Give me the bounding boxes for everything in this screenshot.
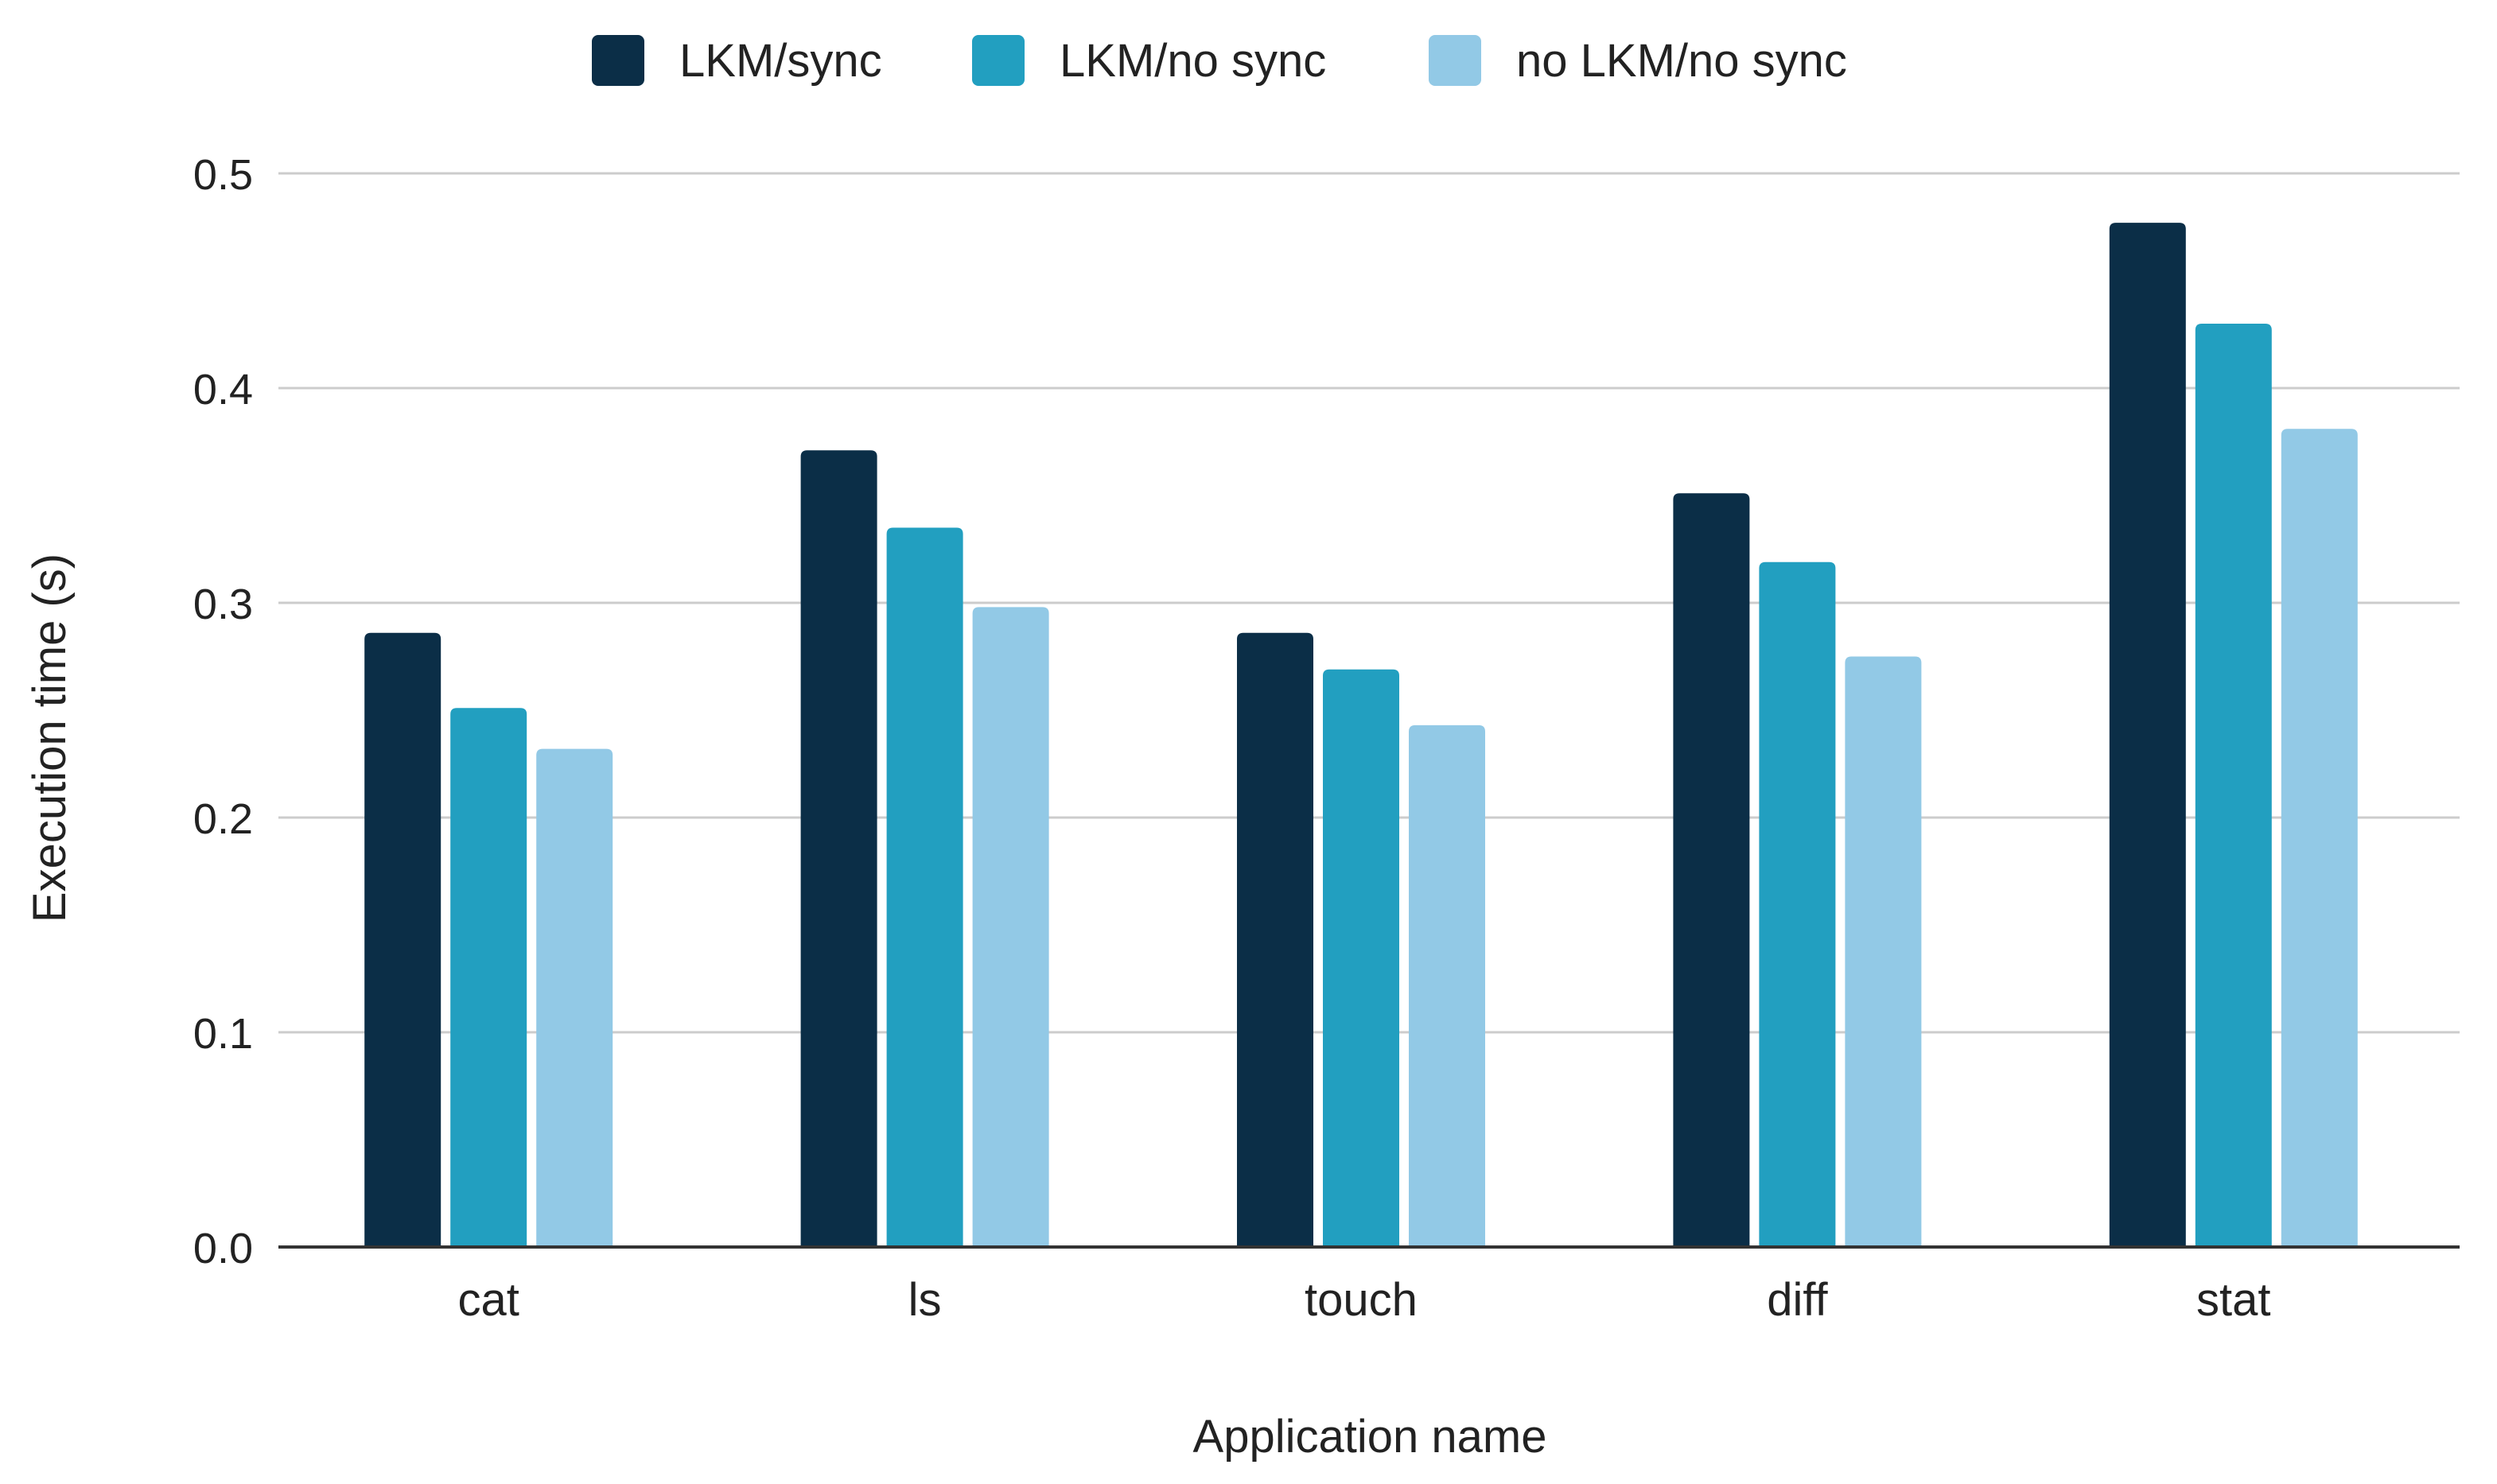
bar [1759, 561, 1836, 1247]
x-axis-ticks: cat ls touch diff stat [458, 1274, 2271, 1326]
x-tick-label: stat [2196, 1274, 2271, 1326]
y-axis-label: Execution time (s) [24, 554, 76, 923]
bar [1237, 632, 1313, 1247]
bar [536, 748, 613, 1247]
y-tick-label: 0.0 [193, 1225, 253, 1272]
bar [1845, 656, 1922, 1247]
x-tick-label: cat [458, 1274, 519, 1326]
legend-label: LKM/sync [679, 35, 882, 87]
bar [2109, 223, 2186, 1248]
bar [1673, 493, 1750, 1247]
y-axis-ticks: 0.0 0.1 0.2 0.3 0.4 0.5 [193, 151, 253, 1272]
bar [800, 450, 877, 1247]
legend-label: no LKM/no sync [1516, 35, 1847, 87]
legend-swatch [1429, 35, 1481, 86]
y-tick-label: 0.5 [193, 151, 253, 199]
x-axis-label: Application name [1193, 1411, 1547, 1463]
bar [364, 632, 441, 1247]
x-tick-label: touch [1305, 1274, 1418, 1326]
bar [886, 527, 963, 1247]
bar [2195, 324, 2272, 1247]
legend-label: LKM/no sync [1060, 35, 1326, 87]
gridlines [278, 172, 2460, 1034]
x-tick-label: diff [1767, 1274, 1828, 1326]
bar [1323, 669, 1399, 1247]
y-tick-label: 0.4 [193, 366, 253, 414]
x-tick-label: ls [908, 1274, 942, 1326]
legend: LKM/sync LKM/no sync no LKM/no sync [592, 35, 1847, 87]
bars [364, 223, 2358, 1248]
legend-swatch [592, 35, 644, 86]
bar [450, 708, 527, 1247]
y-tick-label: 0.3 [193, 581, 253, 628]
bar [972, 607, 1049, 1247]
legend-swatch [972, 35, 1025, 86]
y-tick-label: 0.2 [193, 795, 253, 843]
bar [2281, 429, 2358, 1247]
bar [1409, 725, 1485, 1247]
y-tick-label: 0.1 [193, 1010, 253, 1058]
